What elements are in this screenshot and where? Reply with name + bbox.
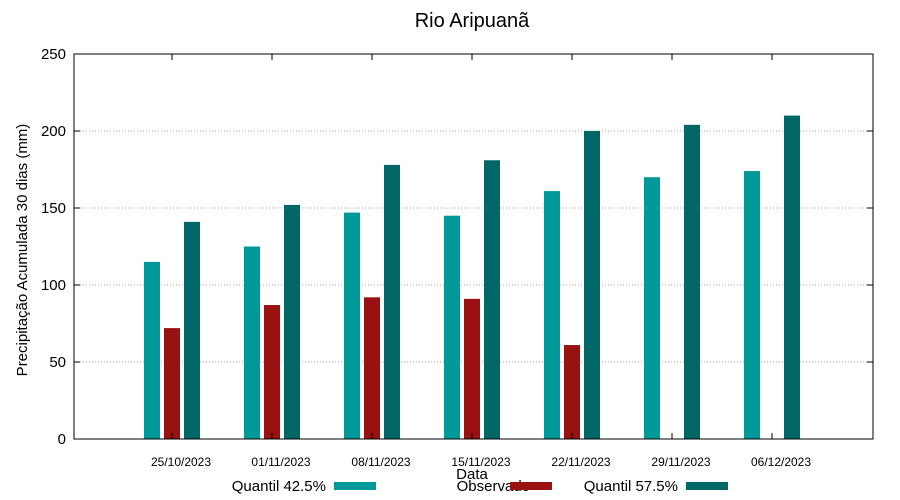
tick-labels: 0 50 100 150 200 250 25/10/2023 01/11/2023 08/11… bbox=[41, 46, 873, 469]
x-tick-label: 01/11/2023 bbox=[251, 455, 310, 469]
legend: Quantil 42.5% Observado Quantil 57.5% bbox=[232, 478, 728, 495]
x-tick-label: 22/11/2023 bbox=[551, 455, 610, 469]
legend-swatch bbox=[334, 482, 376, 490]
bar bbox=[544, 191, 560, 439]
y-tick-label: 0 bbox=[58, 431, 66, 448]
bar bbox=[744, 171, 760, 440]
x-tick-label: 29/11/2023 bbox=[651, 455, 710, 469]
plot-frame bbox=[73, 53, 874, 440]
bar bbox=[644, 177, 660, 439]
bar bbox=[444, 215, 460, 439]
bar bbox=[184, 221, 200, 439]
bar bbox=[784, 115, 800, 439]
bar bbox=[244, 246, 260, 439]
y-tick-label: 100 bbox=[41, 277, 66, 294]
x-tick-label: 06/12/2023 bbox=[751, 455, 811, 469]
bar bbox=[164, 328, 180, 439]
bar bbox=[464, 298, 480, 439]
y-tick-label: 150 bbox=[41, 200, 66, 217]
bar bbox=[484, 160, 500, 439]
bar bbox=[684, 124, 700, 439]
y-axis-label: Precipitação Acumulada 30 dias (mm) bbox=[14, 124, 31, 377]
bar bbox=[144, 261, 160, 439]
bar bbox=[344, 212, 360, 439]
bars bbox=[144, 115, 800, 440]
legend-label: Quantil 57.5% bbox=[584, 478, 678, 495]
y-tick-label: 50 bbox=[49, 354, 66, 371]
bar bbox=[364, 297, 380, 439]
bar bbox=[564, 345, 580, 439]
x-tick-label: 08/11/2023 bbox=[351, 455, 410, 469]
bar bbox=[384, 164, 400, 439]
legend-swatch bbox=[510, 482, 552, 490]
legend-label: Quantil 42.5% bbox=[232, 478, 326, 495]
bar bbox=[284, 204, 300, 439]
y-tick-label: 250 bbox=[41, 46, 66, 63]
y-tick-label: 200 bbox=[41, 123, 66, 140]
x-axis-label: Data bbox=[456, 466, 488, 483]
legend-swatch bbox=[686, 482, 728, 490]
x-tick-label: 25/10/2023 bbox=[151, 455, 211, 469]
chart-title: Rio Aripuanã bbox=[415, 10, 530, 32]
x-tick-label: 15/11/2023 bbox=[451, 455, 510, 469]
bar bbox=[264, 305, 280, 439]
bar bbox=[584, 131, 600, 439]
